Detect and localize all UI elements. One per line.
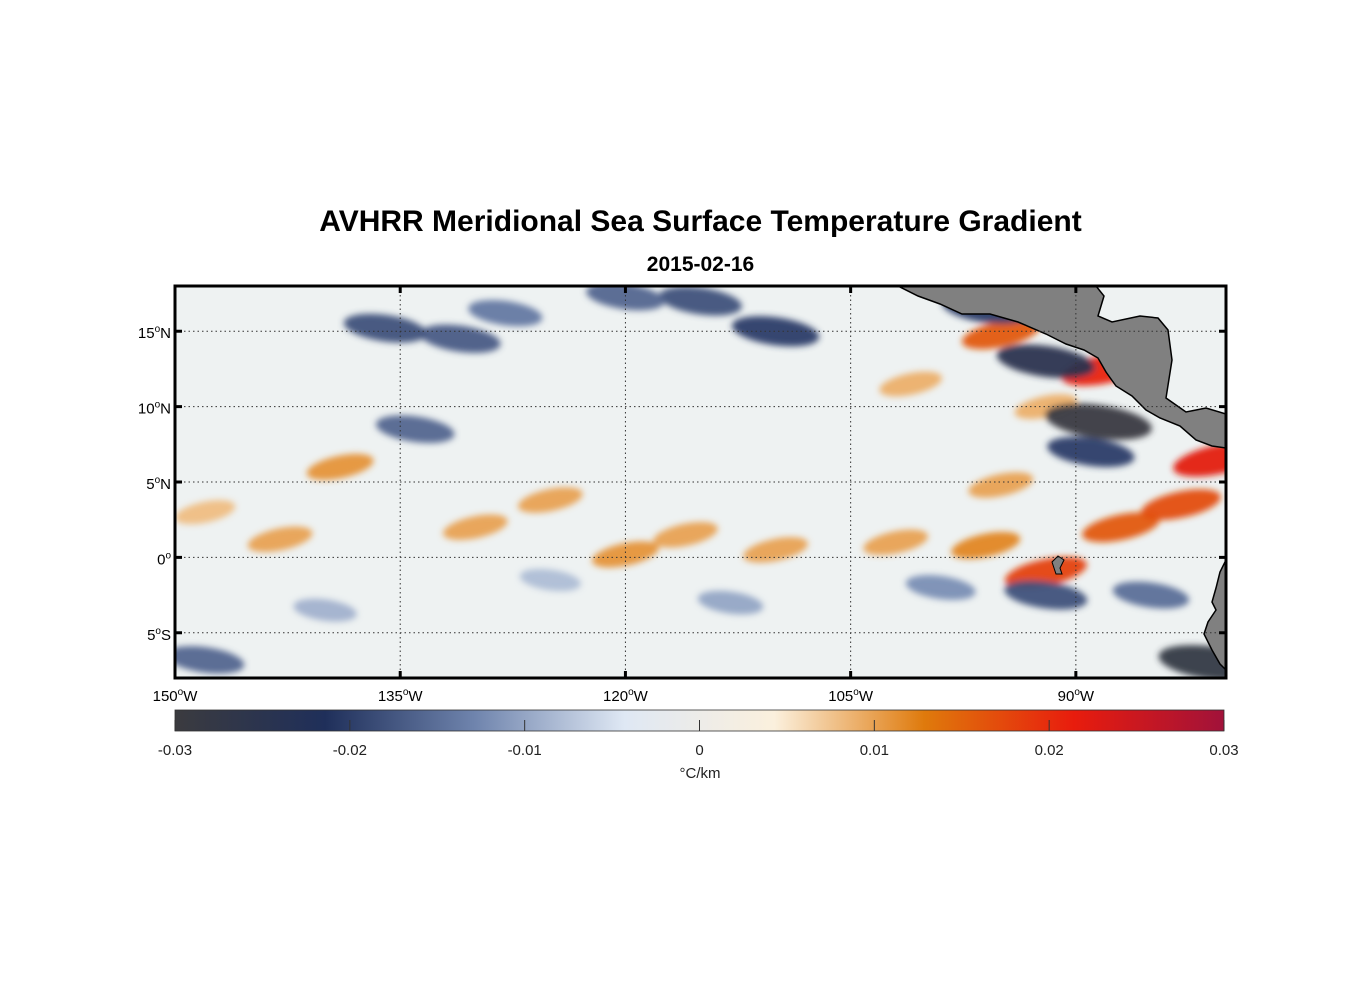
gradient-feature bbox=[1004, 556, 1087, 589]
gradient-feature bbox=[743, 537, 808, 563]
galapagos-islands bbox=[1051, 555, 1065, 575]
colorbar-tick-label: 0 bbox=[695, 742, 703, 759]
gradient-feature bbox=[442, 514, 508, 540]
colorbar-tick-label: 0.02 bbox=[1035, 742, 1064, 759]
gradient-feature bbox=[586, 286, 665, 311]
gradient-feature bbox=[1082, 512, 1160, 543]
gradient-feature bbox=[1004, 580, 1088, 610]
gradient-feature bbox=[863, 529, 929, 556]
gradient-feature bbox=[659, 286, 742, 316]
gradient-feature bbox=[468, 299, 543, 327]
colorbar: -0.03 -0.02 -0.01 0 0.01 0.02 0.03 bbox=[158, 709, 1239, 759]
gradient-feature bbox=[731, 316, 820, 347]
colorbar-tick-label: 0.03 bbox=[1209, 742, 1238, 759]
gradient-feature bbox=[175, 646, 245, 674]
colorbar-units: °C/km bbox=[679, 765, 721, 782]
gradient-field bbox=[175, 286, 1226, 678]
gradient-feature bbox=[306, 453, 374, 481]
x-tick-label: 150oW bbox=[153, 687, 199, 705]
y-tick-label: 10oN bbox=[138, 400, 171, 418]
x-tick-label: 90oW bbox=[1058, 687, 1095, 705]
y-tick-labels: 15oN 10oN 5oN 0o 5oS bbox=[138, 324, 172, 644]
x-tick-label: 135oW bbox=[378, 687, 424, 705]
colorbar-tick-label: -0.01 bbox=[508, 742, 542, 759]
gradient-feature bbox=[961, 319, 1040, 350]
gradient-feature bbox=[517, 487, 583, 513]
gradient-feature bbox=[996, 344, 1095, 379]
colorbar-tick-label: -0.02 bbox=[333, 742, 367, 759]
x-tick-label: 120oW bbox=[603, 687, 649, 705]
x-tick-labels: 150oW 135oW 120oW 105oW 90oW bbox=[153, 687, 1095, 705]
x-tick-label: 105oW bbox=[828, 687, 874, 705]
gradient-feature bbox=[375, 415, 455, 444]
gradient-feature bbox=[1158, 645, 1226, 678]
y-tick-label: 5oN bbox=[146, 475, 171, 493]
gradient-feature bbox=[343, 313, 427, 343]
colorbar-tick-label: 0.01 bbox=[860, 742, 889, 759]
gradient-feature bbox=[1112, 581, 1190, 609]
gradient-feature bbox=[519, 568, 581, 592]
gradient-feature bbox=[591, 541, 659, 568]
colorbar-tick-label: -0.03 bbox=[158, 742, 192, 759]
gradient-feature bbox=[293, 598, 357, 622]
gradient-feature bbox=[1173, 442, 1226, 477]
gradient-feature bbox=[653, 522, 718, 548]
central-america-land bbox=[897, 286, 1226, 449]
gradient-feature bbox=[905, 575, 976, 601]
chart-subtitle: 2015-02-16 bbox=[646, 253, 755, 276]
gradient-feature bbox=[1141, 489, 1221, 520]
gradient-feature bbox=[1047, 436, 1135, 468]
y-tick-label: 15oN bbox=[138, 324, 171, 342]
south-america-land bbox=[1203, 559, 1226, 672]
gradient-feature bbox=[968, 472, 1034, 498]
gradient-feature bbox=[175, 500, 236, 525]
gradient-feature bbox=[951, 531, 1021, 559]
gradient-feature bbox=[1044, 403, 1152, 440]
chart-title: AVHRR Meridional Sea Surface Temperature… bbox=[319, 205, 1082, 238]
y-tick-label: 0o bbox=[157, 550, 171, 568]
gradient-feature bbox=[697, 590, 764, 615]
land-mask bbox=[897, 286, 1226, 672]
map-area bbox=[175, 286, 1226, 678]
axis-ticks bbox=[173, 286, 1226, 678]
gradient-feature bbox=[879, 371, 942, 397]
y-tick-label: 5oS bbox=[147, 626, 171, 644]
gradient-feature bbox=[419, 324, 501, 353]
gradient-feature bbox=[247, 526, 313, 553]
colorbar-ticks: -0.03 -0.02 -0.01 0 0.01 0.02 0.03 bbox=[158, 720, 1239, 759]
